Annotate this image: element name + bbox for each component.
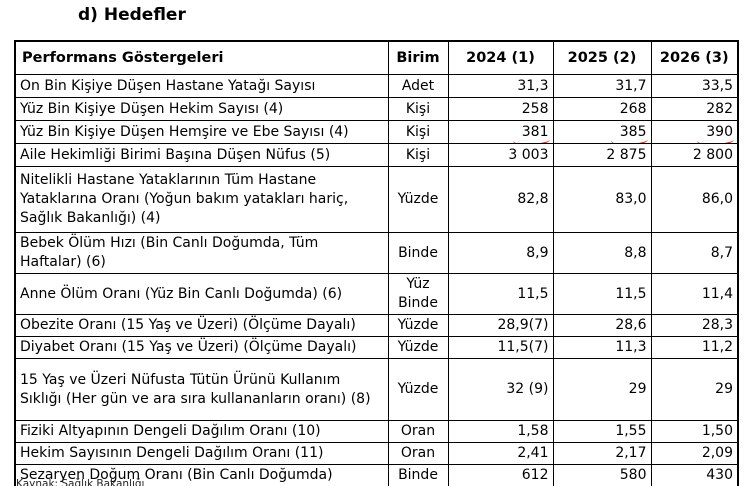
value-2026-cell: 2 800 bbox=[650, 143, 739, 167]
indicator-cell: Obezite Oranı (15 Yaş ve Üzeri) (Ölçüme … bbox=[14, 314, 389, 337]
value-2025-cell: 580 bbox=[552, 464, 652, 486]
table-row: Hekim Sayısının Dengeli Dağılım Oranı (1… bbox=[14, 442, 739, 465]
value-2026-cell: 11,2 bbox=[650, 336, 739, 359]
value-2025-cell: 1,55 bbox=[552, 420, 652, 443]
indicator-cell: Yüz Bin Kişiye Düşen Hekim Sayısı (4) bbox=[14, 97, 389, 121]
unit-cell: Adet bbox=[387, 74, 449, 98]
table-row: Yüz Bin Kişiye Düşen Hekim Sayısı (4) Ki… bbox=[14, 97, 739, 121]
red-underlined-value: 385 bbox=[619, 123, 647, 140]
value-2025-cell: 31,7 bbox=[552, 74, 652, 98]
red-underlined-value: 390 bbox=[706, 123, 733, 140]
value-2026-cell: 11,4 bbox=[650, 273, 739, 315]
value-2026-cell: 390 bbox=[650, 120, 739, 144]
table-row: Nitelikli Hastane Yataklarının Tüm Hasta… bbox=[14, 166, 739, 233]
value-2024-cell: 31,3 bbox=[447, 74, 554, 98]
unit-cell: Yüzde bbox=[387, 358, 449, 421]
value-2026-cell: 29 bbox=[650, 358, 739, 421]
value-2025-cell: 2 875 bbox=[552, 143, 652, 167]
value-2026-cell: 430 bbox=[650, 464, 739, 486]
value-2025-cell: 29 bbox=[552, 358, 652, 421]
indicator-cell: On Bin Kişiye Düşen Hastane Yatağı Sayıs… bbox=[14, 74, 389, 98]
value-2024-cell: 612 bbox=[447, 464, 554, 486]
unit-cell: Kişi bbox=[387, 97, 449, 121]
targets-table: Performans Göstergeleri Birim 2024 (1) 2… bbox=[14, 40, 739, 486]
unit-cell: Kişi bbox=[387, 143, 449, 167]
unit-cell: Yüzde bbox=[387, 336, 449, 359]
table-row: Aile Hekimliği Birimi Başına Düşen Nüfus… bbox=[14, 143, 739, 167]
table-row: Bebek Ölüm Hızı (Bin Canlı Doğumda, Tüm … bbox=[14, 232, 739, 274]
table-row: 15 Yaş ve Üzeri Nüfusta Tütün Ürünü Kull… bbox=[14, 358, 739, 421]
value-2026-cell: 2,09 bbox=[650, 442, 739, 465]
col-header-indicator: Performans Göstergeleri bbox=[14, 40, 389, 75]
value-2025-cell: 11,5 bbox=[552, 273, 652, 315]
value-2026-cell: 28,3 bbox=[650, 314, 739, 337]
value-2024-cell: 3 003 bbox=[447, 143, 554, 167]
indicator-cell: Sezaryen Doğum Oranı (Bin Canlı Doğumda) bbox=[14, 464, 389, 486]
unit-cell: Kişi bbox=[387, 120, 449, 144]
value-2025-cell: 385 bbox=[552, 120, 652, 144]
value-2024-cell: 8,9 bbox=[447, 232, 554, 274]
indicator-cell: Anne Ölüm Oranı (Yüz Bin Canlı Doğumda) … bbox=[14, 273, 389, 315]
value-2025-cell: 11,3 bbox=[552, 336, 652, 359]
value-2026-cell: 8,7 bbox=[650, 232, 739, 274]
indicator-cell: Fiziki Altyapının Dengeli Dağılım Oranı … bbox=[14, 420, 389, 443]
unit-cell: Yüzde bbox=[387, 314, 449, 337]
unit-cell: Yüz Binde bbox=[387, 273, 449, 315]
value-2024-cell: 381 bbox=[447, 120, 554, 144]
value-2025-cell: 8,8 bbox=[552, 232, 652, 274]
indicator-cell: Bebek Ölüm Hızı (Bin Canlı Doğumda, Tüm … bbox=[14, 232, 389, 274]
value-2025-cell: 2,17 bbox=[552, 442, 652, 465]
table-row: Yüz Bin Kişiye Düşen Hemşire ve Ebe Sayı… bbox=[14, 120, 739, 144]
value-2026-cell: 282 bbox=[650, 97, 739, 121]
value-2026-cell: 86,0 bbox=[650, 166, 739, 233]
value-2025-cell: 28,6 bbox=[552, 314, 652, 337]
unit-cell: Binde bbox=[387, 464, 449, 486]
value-2025-cell: 83,0 bbox=[552, 166, 652, 233]
unit-cell: Yüzde bbox=[387, 166, 449, 233]
value-2024-cell: 32 (9) bbox=[447, 358, 554, 421]
indicator-cell: Nitelikli Hastane Yataklarının Tüm Hasta… bbox=[14, 166, 389, 233]
table-row: On Bin Kişiye Düşen Hastane Yatağı Sayıs… bbox=[14, 74, 739, 98]
value-2024-cell: 11,5(7) bbox=[447, 336, 554, 359]
value-2026-cell: 33,5 bbox=[650, 74, 739, 98]
value-2024-cell: 11,5 bbox=[447, 273, 554, 315]
unit-cell: Oran bbox=[387, 442, 449, 465]
table-row: Diyabet Oranı (15 Yaş ve Üzeri) (Ölçüme … bbox=[14, 336, 739, 359]
col-header-2026: 2026 (3) bbox=[650, 40, 739, 75]
table-row: Anne Ölüm Oranı (Yüz Bin Canlı Doğumda) … bbox=[14, 273, 739, 315]
value-2024-cell: 2,41 bbox=[447, 442, 554, 465]
unit-cell: Oran bbox=[387, 420, 449, 443]
source-footnote: Kaynak: Sağlık Bakanlığı bbox=[16, 478, 145, 486]
col-header-2025: 2025 (2) bbox=[552, 40, 652, 75]
indicator-cell: 15 Yaş ve Üzeri Nüfusta Tütün Ürünü Kull… bbox=[14, 358, 389, 421]
value-2026-cell: 1,50 bbox=[650, 420, 739, 443]
value-2024-cell: 82,8 bbox=[447, 166, 554, 233]
table-header-row: Performans Göstergeleri Birim 2024 (1) 2… bbox=[14, 40, 739, 75]
col-header-unit: Birim bbox=[387, 40, 449, 75]
red-underlined-value: 381 bbox=[521, 123, 549, 140]
table-row: Obezite Oranı (15 Yaş ve Üzeri) (Ölçüme … bbox=[14, 314, 739, 337]
indicator-cell: Yüz Bin Kişiye Düşen Hemşire ve Ebe Sayı… bbox=[14, 120, 389, 144]
value-2025-cell: 268 bbox=[552, 97, 652, 121]
value-2024-cell: 1,58 bbox=[447, 420, 554, 443]
indicator-cell: Diyabet Oranı (15 Yaş ve Üzeri) (Ölçüme … bbox=[14, 336, 389, 359]
page-title: d) Hedefler bbox=[78, 5, 186, 25]
value-2024-cell: 28,9(7) bbox=[447, 314, 554, 337]
value-2024-cell: 258 bbox=[447, 97, 554, 121]
col-header-2024: 2024 (1) bbox=[447, 40, 554, 75]
table-row: Sezaryen Doğum Oranı (Bin Canlı Doğumda)… bbox=[14, 464, 739, 486]
indicator-cell: Aile Hekimliği Birimi Başına Düşen Nüfus… bbox=[14, 143, 389, 167]
table-row: Fiziki Altyapının Dengeli Dağılım Oranı … bbox=[14, 420, 739, 443]
unit-cell: Binde bbox=[387, 232, 449, 274]
indicator-cell: Hekim Sayısının Dengeli Dağılım Oranı (1… bbox=[14, 442, 389, 465]
